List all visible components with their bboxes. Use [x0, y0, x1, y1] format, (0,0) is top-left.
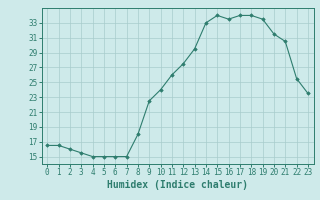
X-axis label: Humidex (Indice chaleur): Humidex (Indice chaleur) [107, 180, 248, 190]
